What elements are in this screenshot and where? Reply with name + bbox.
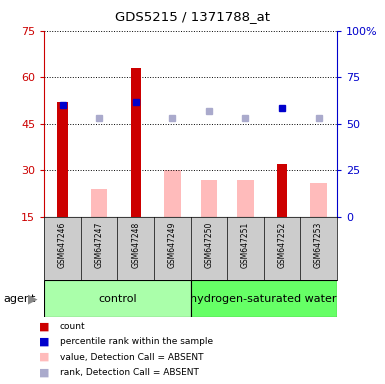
Text: ■: ■ — [38, 321, 49, 331]
FancyBboxPatch shape — [44, 280, 191, 317]
Text: GSM647252: GSM647252 — [278, 222, 286, 268]
Text: ▶: ▶ — [28, 292, 38, 305]
Bar — [131, 68, 141, 217]
Bar — [164, 170, 181, 217]
Bar — [237, 180, 254, 217]
Bar — [277, 164, 287, 217]
Bar — [57, 102, 68, 217]
Text: GSM647250: GSM647250 — [204, 222, 213, 268]
Text: GSM647249: GSM647249 — [168, 222, 177, 268]
FancyBboxPatch shape — [191, 280, 337, 317]
Text: GSM647251: GSM647251 — [241, 222, 250, 268]
Text: ■: ■ — [38, 337, 49, 347]
Text: GDS5215 / 1371788_at: GDS5215 / 1371788_at — [115, 10, 270, 23]
Bar — [310, 183, 327, 217]
Text: ■: ■ — [38, 352, 49, 362]
Text: rank, Detection Call = ABSENT: rank, Detection Call = ABSENT — [60, 368, 199, 377]
Text: GSM647247: GSM647247 — [95, 222, 104, 268]
Bar — [201, 180, 217, 217]
Text: GSM647253: GSM647253 — [314, 222, 323, 268]
Text: GSM647246: GSM647246 — [58, 222, 67, 268]
Text: control: control — [98, 293, 137, 304]
Text: ■: ■ — [38, 367, 49, 377]
Text: GSM647248: GSM647248 — [131, 222, 140, 268]
Text: agent: agent — [4, 293, 36, 304]
Bar — [91, 189, 107, 217]
Text: count: count — [60, 322, 85, 331]
Text: value, Detection Call = ABSENT: value, Detection Call = ABSENT — [60, 353, 203, 362]
Text: hydrogen-saturated water: hydrogen-saturated water — [191, 293, 337, 304]
Text: percentile rank within the sample: percentile rank within the sample — [60, 337, 213, 346]
